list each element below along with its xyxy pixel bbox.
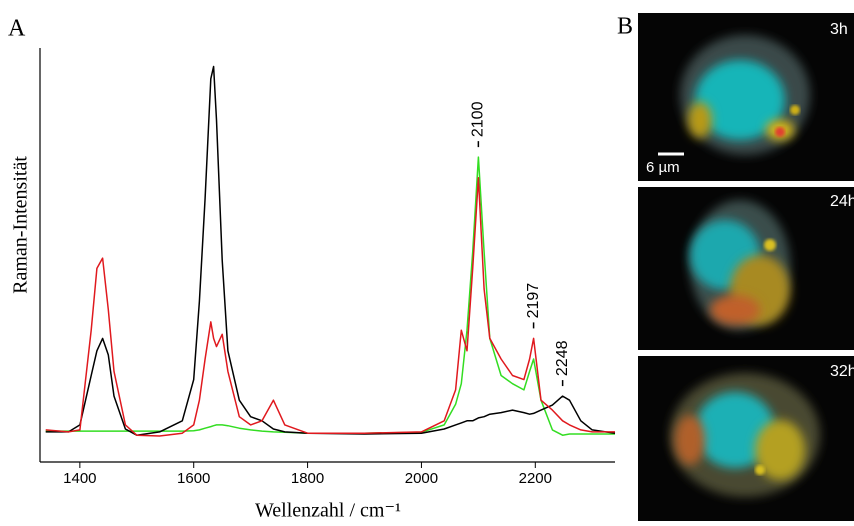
x-tick-label: 1800 xyxy=(291,470,324,487)
x-tick-label: 1600 xyxy=(177,470,210,487)
x-axis-label: Wellenzahl / cm⁻¹ xyxy=(255,500,401,522)
time-label: 3h xyxy=(830,21,848,38)
x-tick-label: 2200 xyxy=(519,470,552,487)
panel-label: B xyxy=(617,14,633,40)
spectrum-line xyxy=(45,176,615,437)
y-axis-label: Raman-Intensität xyxy=(10,156,32,294)
time-label: 32h xyxy=(830,363,854,380)
spectrum-line xyxy=(45,156,615,436)
time-label: 24h xyxy=(830,193,854,210)
micrograph xyxy=(638,356,854,521)
panel-label: A xyxy=(8,16,26,42)
plot-area: 1400 1600 1800 2000 2200 2100 2197 2248 xyxy=(45,65,616,487)
micrograph xyxy=(638,13,854,181)
x-tick-label: 2000 xyxy=(405,470,438,487)
annotation-label: 2248 xyxy=(554,340,571,376)
micrograph xyxy=(638,187,854,350)
spectrum-line xyxy=(45,65,616,436)
x-tick-label: 1400 xyxy=(63,470,96,487)
annotation-label: 2100 xyxy=(470,101,487,137)
panel-b-labels: 3h 24h 32h xyxy=(830,21,854,380)
scale-bar-label: 6 µm xyxy=(646,159,680,176)
annotation-label: 2197 xyxy=(525,283,542,319)
